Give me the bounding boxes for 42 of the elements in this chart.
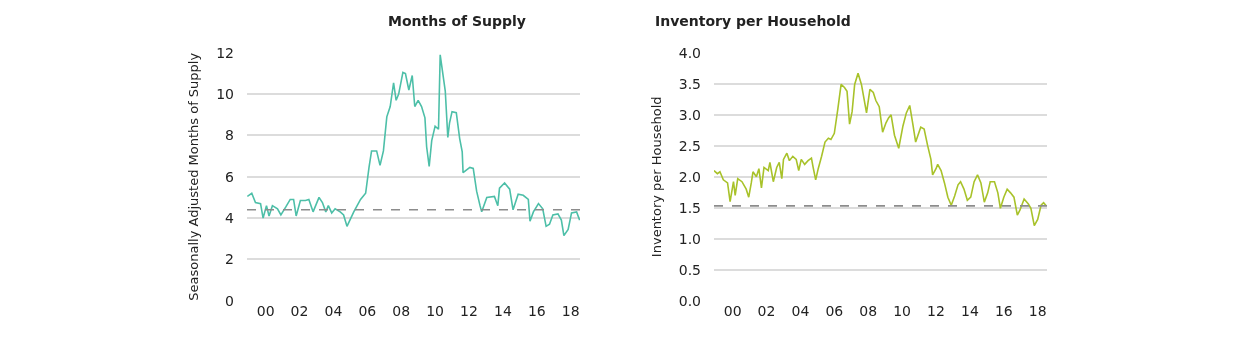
y-tick-label: 3.0 — [678, 106, 701, 123]
y-tick-label: 1.0 — [678, 230, 701, 247]
y-tick-label: 6 — [225, 168, 235, 185]
chart-title: Months of Supply — [388, 13, 526, 29]
x-tick-label: 02 — [290, 302, 309, 319]
x-tick-label: 10 — [893, 302, 912, 319]
y-tick-label: 1.5 — [678, 199, 701, 216]
chart-title: Inventory per Household — [655, 13, 851, 29]
x-tick-label: 12 — [460, 302, 478, 319]
y-tick-label: 0.5 — [678, 261, 701, 278]
y-tick-label: 2 — [225, 251, 234, 268]
y-tick-label: 4 — [225, 209, 235, 226]
y-tick-label: 10 — [216, 86, 234, 103]
line-series — [247, 54, 580, 237]
x-tick-label: 14 — [960, 302, 979, 319]
y-axis-title: Inventory per Household — [648, 96, 664, 258]
x-tick-label: 00 — [723, 302, 742, 319]
x-tick-label: 18 — [1028, 302, 1047, 319]
x-tick-label: 00 — [256, 302, 275, 319]
x-tick-label: 18 — [561, 302, 580, 319]
y-tick-label: 4.0 — [678, 44, 701, 61]
y-tick-label: 0 — [225, 292, 234, 309]
y-axis-title: Seasonally Adjusted Months of Supply — [186, 52, 202, 301]
y-tick-label: 3.5 — [678, 75, 701, 92]
x-tick-label: 04 — [791, 302, 810, 319]
x-tick-label: 10 — [426, 302, 445, 319]
y-tick-label: 2.0 — [678, 168, 701, 185]
x-tick-label: 04 — [324, 302, 343, 319]
y-tick-label: 8 — [225, 127, 234, 144]
x-tick-label: 08 — [392, 302, 411, 319]
x-tick-label: 12 — [927, 302, 945, 319]
x-tick-label: 16 — [527, 302, 546, 319]
y-tick-label: 0.0 — [678, 292, 701, 309]
y-tick-label: 2.5 — [678, 137, 701, 154]
x-tick-label: 16 — [994, 302, 1013, 319]
x-tick-label: 06 — [358, 302, 377, 319]
y-tick-label: 12 — [216, 44, 234, 61]
x-tick-label: 08 — [859, 302, 878, 319]
x-tick-label: 14 — [493, 302, 512, 319]
x-tick-label: 02 — [757, 302, 776, 319]
x-tick-label: 06 — [825, 302, 844, 319]
line-series — [714, 72, 1047, 227]
